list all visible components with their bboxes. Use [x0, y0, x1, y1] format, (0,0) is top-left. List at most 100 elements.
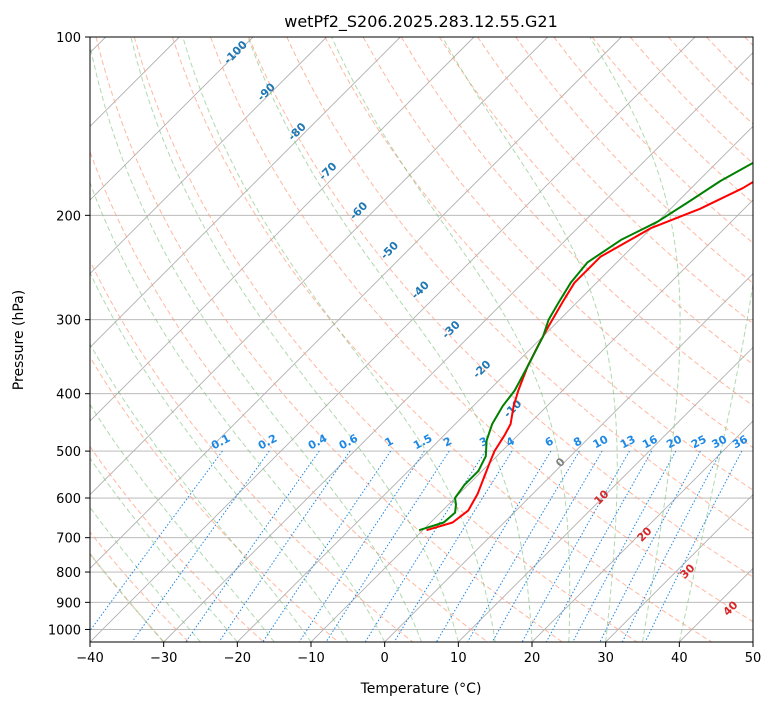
mixing-ratio-label: 10 [591, 432, 611, 451]
isotherm-line [679, 567, 753, 642]
y-tick-label: 900 [56, 596, 81, 611]
series-line-dewpoint [418, 161, 753, 532]
isotherm-label: 10 [592, 487, 612, 507]
dry-adiabat [171, 37, 712, 642]
mixing-ratio-label: 20 [664, 432, 684, 451]
x-tick-label: 10 [450, 651, 467, 666]
mixing-ratio-line [545, 450, 653, 642]
x-tick-label: −30 [150, 651, 177, 666]
moist-adiabat [90, 271, 349, 642]
dry-adiabat [248, 37, 753, 578]
x-tick-label: −20 [224, 651, 251, 666]
isotherm-line [163, 52, 753, 642]
isotherm-label: -30 [440, 318, 463, 341]
isotherm-label: -40 [409, 278, 432, 301]
mixing-ratio-line [364, 450, 486, 642]
dry-adiabat [744, 37, 753, 47]
x-tick-label: 0 [381, 651, 389, 666]
mixing-ratio-line [185, 450, 320, 642]
moist-adiabat [90, 42, 422, 642]
dry-adiabat [95, 37, 563, 642]
x-tick-label: 30 [597, 651, 614, 666]
background-labels: 0.1 0.2 0.4 0.6 1 1.5 2 3 4 6 8 10 13 16 20 25 30 36-100-… [209, 38, 750, 619]
isotherm-label: -100 [221, 38, 250, 67]
dry-adiabat [400, 37, 753, 407]
y-tick-label: 1000 [48, 623, 81, 638]
mixing-ratio-line [262, 450, 392, 642]
y-tick-label: 700 [56, 532, 81, 547]
mixing-ratio-line [491, 450, 603, 642]
y-tick-label: 600 [56, 492, 81, 507]
isotherm-label: -90 [255, 80, 278, 103]
isotherm-line [237, 125, 753, 642]
mixing-ratio-label: 13 [618, 433, 638, 452]
moist-adiabat [130, 37, 459, 642]
x-tick-label: 50 [745, 651, 762, 666]
mixing-ratio-line [218, 450, 351, 642]
isotherm-line [458, 346, 753, 642]
series-line-temperature [426, 180, 753, 532]
mixing-ratio-line [572, 450, 677, 642]
moist-adiabat [90, 343, 312, 642]
mixing-ratio-line [325, 450, 450, 642]
y-tick-label: 400 [56, 388, 81, 403]
isotherm-line [90, 37, 696, 642]
mixing-ratio-line [467, 450, 580, 642]
mixing-ratio-label: 1 [383, 434, 396, 449]
isotherm-line [531, 420, 753, 642]
isotherm-line [90, 37, 475, 422]
isotherm-label: -70 [316, 159, 339, 182]
isotherm-label: 0 [553, 455, 568, 470]
isotherm-line [384, 273, 753, 642]
dry-adiabat [286, 37, 753, 534]
dry-adiabat [591, 37, 753, 204]
mixing-ratio-label: 1.5 [411, 432, 434, 453]
moist-adiabat [331, 37, 571, 642]
mixing-ratio-line [621, 450, 722, 642]
x-tick-label: −10 [297, 651, 324, 666]
moist-adiabat [90, 457, 238, 642]
isotherm-label: 40 [721, 598, 741, 618]
mixing-ratio-line [131, 450, 270, 642]
chart-title: wetPf2_S206.2025.283.12.55.G21 [284, 12, 558, 32]
x-axis: −40 −30 −20 −10 0 10 20 30 40 50 [76, 642, 761, 666]
mixing-ratio-label: 0.4 [306, 432, 330, 453]
isohume-line [90, 552, 165, 642]
mixing-ratio-label: 8 [571, 434, 584, 449]
mixing-ratio-line [393, 450, 513, 642]
dry-adiabat [362, 37, 753, 449]
moist-adiabat [90, 506, 201, 642]
mixing-ratio-line [435, 450, 552, 642]
x-tick-label: 40 [671, 651, 688, 666]
isotherm-line [90, 37, 548, 496]
y-axis-title: Pressure (hPa) [11, 290, 27, 390]
isotherm-line [90, 37, 254, 201]
dry-adiabat [324, 37, 753, 491]
isotherm-line [90, 37, 622, 569]
dry-adiabat [668, 37, 753, 125]
isotherm-line [90, 37, 401, 348]
isotherm-line [310, 199, 753, 642]
y-tick-label: 500 [56, 445, 81, 460]
moist-adiabat [90, 181, 386, 642]
isotherm-label: 30 [678, 561, 698, 581]
dry-adiabat [90, 445, 264, 642]
isotherm-line [605, 494, 753, 642]
series-layer [418, 161, 753, 532]
moist-adiabat [589, 37, 681, 642]
dry-adiabat [210, 37, 753, 623]
isotherm-label: -60 [347, 199, 370, 222]
moist-adiabat [441, 37, 618, 642]
isotherm-label: -20 [470, 357, 493, 380]
y-tick-label: 800 [56, 566, 81, 581]
mixing-ratio-line [599, 450, 701, 642]
mixing-ratio-line [521, 450, 630, 642]
dry-adiabat [706, 37, 753, 86]
y-tick-label: 200 [56, 209, 81, 224]
isotherm-line [752, 641, 753, 642]
mixing-ratio-line [90, 450, 223, 632]
dry-adiabat [90, 150, 488, 642]
dry-adiabat [133, 37, 638, 642]
mixing-ratio-label: 30 [710, 433, 730, 452]
